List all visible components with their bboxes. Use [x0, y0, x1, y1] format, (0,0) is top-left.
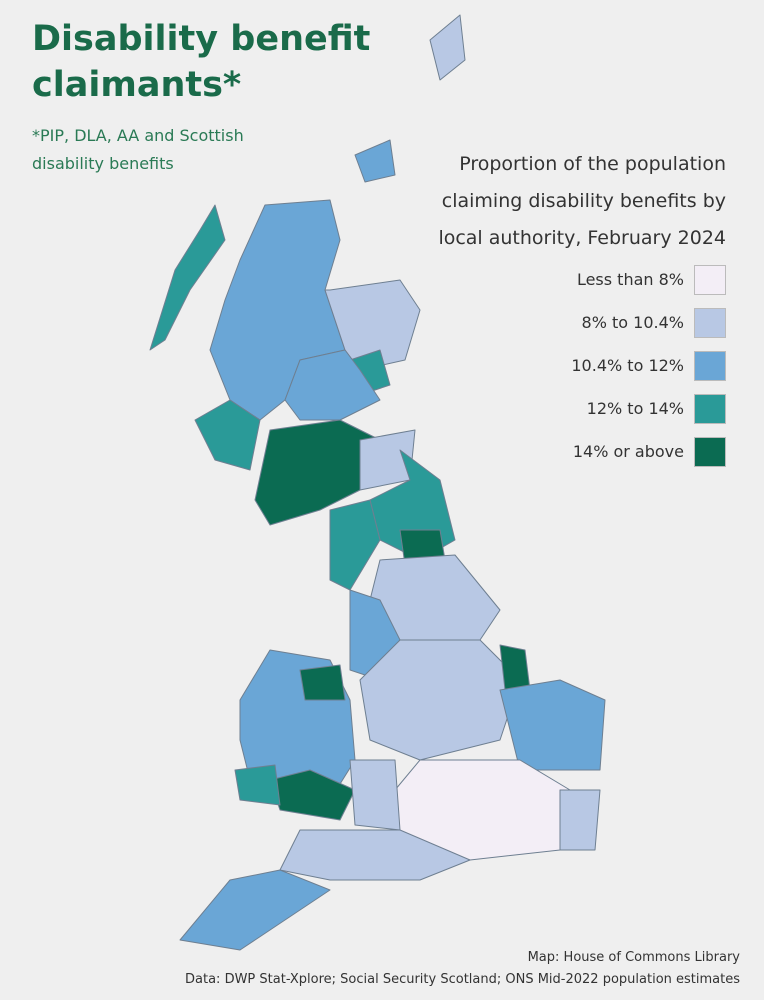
region: [359, 639, 521, 761]
legend: Less than 8% 8% to 10.4% 10.4% to 12% 12% t…: [571, 258, 726, 473]
region: [559, 789, 601, 851]
legend-swatch: [694, 393, 726, 424]
legend-swatch: [694, 307, 726, 338]
region: [499, 644, 531, 691]
region: [354, 139, 396, 183]
title: Disability benefit claimants*: [32, 19, 371, 105]
region: [179, 869, 331, 951]
region: [254, 419, 381, 526]
region: [499, 679, 606, 771]
data-credit: Data: DWP Stat-Xplore; Social Security S…: [185, 972, 740, 987]
legend-label: Less than 8%: [576, 270, 684, 289]
region: [194, 399, 261, 471]
region: [349, 759, 401, 831]
legend-item: 10.4% to 12%: [571, 344, 726, 387]
legend-swatch: [694, 264, 726, 295]
legend-item: 14% or above: [571, 430, 726, 473]
map-credit: Map: House of Commons Library: [527, 950, 740, 965]
subtitle: *PIP, DLA, AA and Scottish disability be…: [32, 126, 244, 173]
legend-swatch: [694, 350, 726, 381]
region: [329, 499, 381, 591]
legend-label: 12% to 14%: [586, 399, 684, 418]
region: [284, 349, 381, 421]
legend-item: Less than 8%: [571, 258, 726, 301]
legend-title: Proportion of the population claiming di…: [438, 153, 726, 249]
legend-label: 10.4% to 12%: [571, 356, 684, 375]
legend-label: 14% or above: [572, 442, 684, 461]
region: [234, 764, 281, 806]
region: [299, 664, 346, 701]
region: [429, 14, 466, 81]
legend-item: 12% to 14%: [571, 387, 726, 430]
legend-label: 8% to 10.4%: [581, 313, 684, 332]
region: [149, 204, 226, 351]
legend-item: 8% to 10.4%: [571, 301, 726, 344]
legend-swatch: [694, 436, 726, 467]
